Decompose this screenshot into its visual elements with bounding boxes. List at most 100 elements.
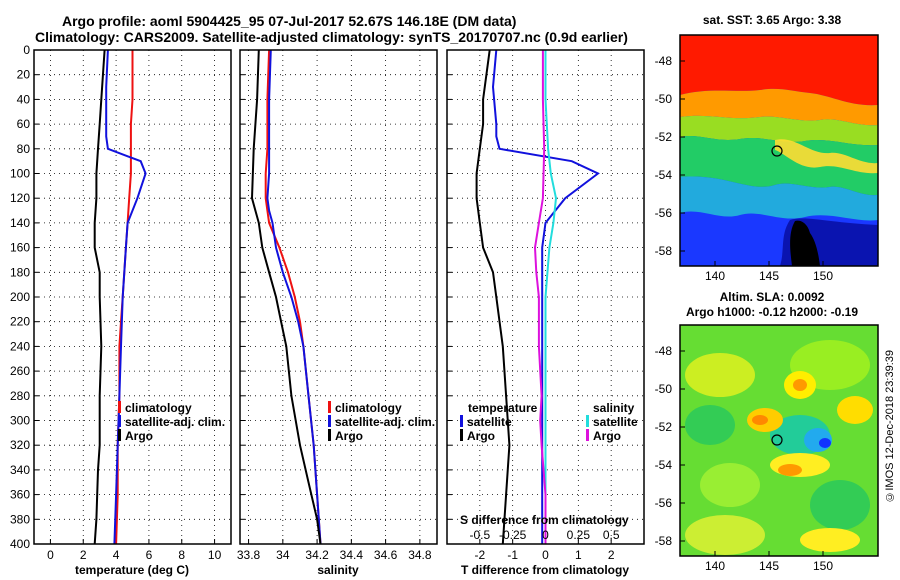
lat-tick-label: -54 <box>655 168 673 182</box>
lon-tick-label: 150 <box>813 559 833 573</box>
lon-tick-label: 150 <box>813 269 833 283</box>
x-tick-label: 34.8 <box>408 548 432 562</box>
depth-tick-label: 300 <box>10 414 30 428</box>
x-tick-label: -2 <box>474 548 485 562</box>
salinity-legend: climatology satellite-adj. clim. Argo <box>328 401 435 443</box>
x-tick-label: 34.6 <box>374 548 398 562</box>
legend-swatch-climatology <box>118 401 121 413</box>
plot-frame <box>33 49 232 545</box>
series-line-argo <box>250 50 322 544</box>
depth-tick-label: 380 <box>10 512 30 526</box>
x-tick-label: 34 <box>276 548 290 562</box>
depth-tick-label: 80 <box>17 142 31 156</box>
legend-swatch-satellite <box>328 415 331 427</box>
sla-map-title-2: Argo h1000: -0.12 h2000: -0.19 <box>686 305 858 319</box>
x-tick-label: 2 <box>608 548 615 562</box>
depth-tick-label: 340 <box>10 463 30 477</box>
lat-tick-label: -48 <box>655 344 673 358</box>
s-difference-ticks: -0.5 -0.25 0 0.25 0.5 <box>469 528 619 542</box>
legend-label-climatology: climatology <box>335 401 402 415</box>
x-tick-label: 10 <box>208 548 222 562</box>
x-tick-label: 0 <box>542 548 549 562</box>
depth-tick-label: 40 <box>17 92 31 106</box>
lat-tick-label: -50 <box>655 92 673 106</box>
x-tick-label: 2 <box>80 548 87 562</box>
depth-tick-label: 160 <box>10 241 30 255</box>
s-diff-tick-label: 0.25 <box>567 528 591 542</box>
x-tick-label: 0 <box>47 548 54 562</box>
legend-swatch-s-satellite <box>586 415 589 427</box>
s-diff-tick-label: 0 <box>542 528 549 542</box>
temperature-panel: 0 2 4 6 8 10 <box>33 49 232 562</box>
series-line-satellite-adj-clim- <box>266 50 322 544</box>
lat-tick-label: -48 <box>655 54 673 68</box>
depth-tick-label: 360 <box>10 488 30 502</box>
depth-tick-label: 180 <box>10 265 30 279</box>
lat-tick-label: -56 <box>655 496 673 510</box>
sla-map-image <box>680 325 878 556</box>
temperature-xlabel: temperature (deg C) <box>75 563 189 577</box>
difference-legend-temperature: temperature satellite Argo <box>460 401 538 443</box>
s-diff-tick-label: -0.25 <box>499 528 527 542</box>
x-tick-label: 6 <box>146 548 153 562</box>
series-line-argo <box>93 50 106 544</box>
sst-map-axes: -48 -50 -52 -54 -56 -58 140 145 150 <box>655 54 834 283</box>
difference-panel: -2 -1 0 1 2 <box>446 49 645 562</box>
legend-title-salinity: salinity <box>593 401 635 415</box>
lon-tick-label: 145 <box>759 559 779 573</box>
legend-swatch-s-argo <box>586 429 589 441</box>
lat-tick-label: -56 <box>655 206 673 220</box>
depth-tick-label: 400 <box>10 537 30 551</box>
depth-tick-label: 260 <box>10 364 30 378</box>
x-tick-label: -1 <box>507 548 518 562</box>
x-tick-label: 1 <box>575 548 582 562</box>
legend-title-temperature: temperature <box>468 401 538 415</box>
title-line-1: Argo profile: aoml 5904425_95 07-Jul-201… <box>62 13 517 29</box>
legend-swatch-t-argo <box>460 429 463 441</box>
salinity-xlabel: salinity <box>317 563 359 577</box>
legend-label-argo: Argo <box>125 429 153 443</box>
series-line-t-satellite <box>491 50 600 544</box>
depth-tick-label: 60 <box>17 117 31 131</box>
difference-xlabel: T difference from climatology <box>461 563 629 577</box>
s-diff-tick-label: 0.5 <box>603 528 620 542</box>
lat-tick-label: -54 <box>655 458 673 472</box>
sla-map <box>679 324 879 557</box>
lat-tick-label: -58 <box>655 244 673 258</box>
salinity-panel: 33.8 34 34.2 34.4 34.6 34.8 <box>237 49 438 562</box>
legend-label-argo: Argo <box>335 429 363 443</box>
x-tick-label: 34.4 <box>340 548 364 562</box>
lat-tick-label: -50 <box>655 382 673 396</box>
depth-axis: 0 20 40 60 80 100 120 140 160 180 200 220 240 260 280 3… <box>10 43 30 551</box>
x-tick-label: 4 <box>113 548 120 562</box>
legend-label-t-satellite: satellite <box>467 415 512 429</box>
sst-map-title: sat. SST: 3.65 Argo: 3.38 <box>703 13 842 27</box>
depth-tick-label: 240 <box>10 339 30 353</box>
series-line-s-argo <box>533 50 547 544</box>
x-tick-label: 34.2 <box>305 548 329 562</box>
depth-tick-label: 280 <box>10 389 30 403</box>
sla-map-axes: -48 -50 -52 -54 -56 -58 140 145 150 <box>655 344 834 573</box>
legend-label-satellite: satellite-adj. clim. <box>125 415 225 429</box>
temperature-legend: climatology satellite-adj. clim. Argo <box>118 401 225 443</box>
sst-map <box>679 34 879 267</box>
lat-tick-label: -58 <box>655 534 673 548</box>
legend-label-t-argo: Argo <box>467 429 495 443</box>
series-line-climatology <box>264 50 322 544</box>
depth-tick-label: 140 <box>10 216 30 230</box>
difference-legend-salinity: salinity satellite Argo <box>586 401 638 443</box>
legend-label-climatology: climatology <box>125 401 192 415</box>
depth-tick-label: 120 <box>10 191 30 205</box>
lat-tick-label: -52 <box>655 130 673 144</box>
legend-swatch-t-satellite <box>460 415 463 427</box>
x-tick-label: 8 <box>178 548 185 562</box>
series-line-t-argo <box>475 50 511 544</box>
series-line-s-satellite <box>544 50 558 544</box>
lon-tick-label: 140 <box>705 269 725 283</box>
depth-tick-label: 0 <box>23 43 30 57</box>
depth-tick-label: 200 <box>10 290 30 304</box>
depth-tick-label: 320 <box>10 438 30 452</box>
sla-map-title-1: Altim. SLA: 0.0092 <box>720 290 825 304</box>
x-tick-label: 33.8 <box>237 548 261 562</box>
